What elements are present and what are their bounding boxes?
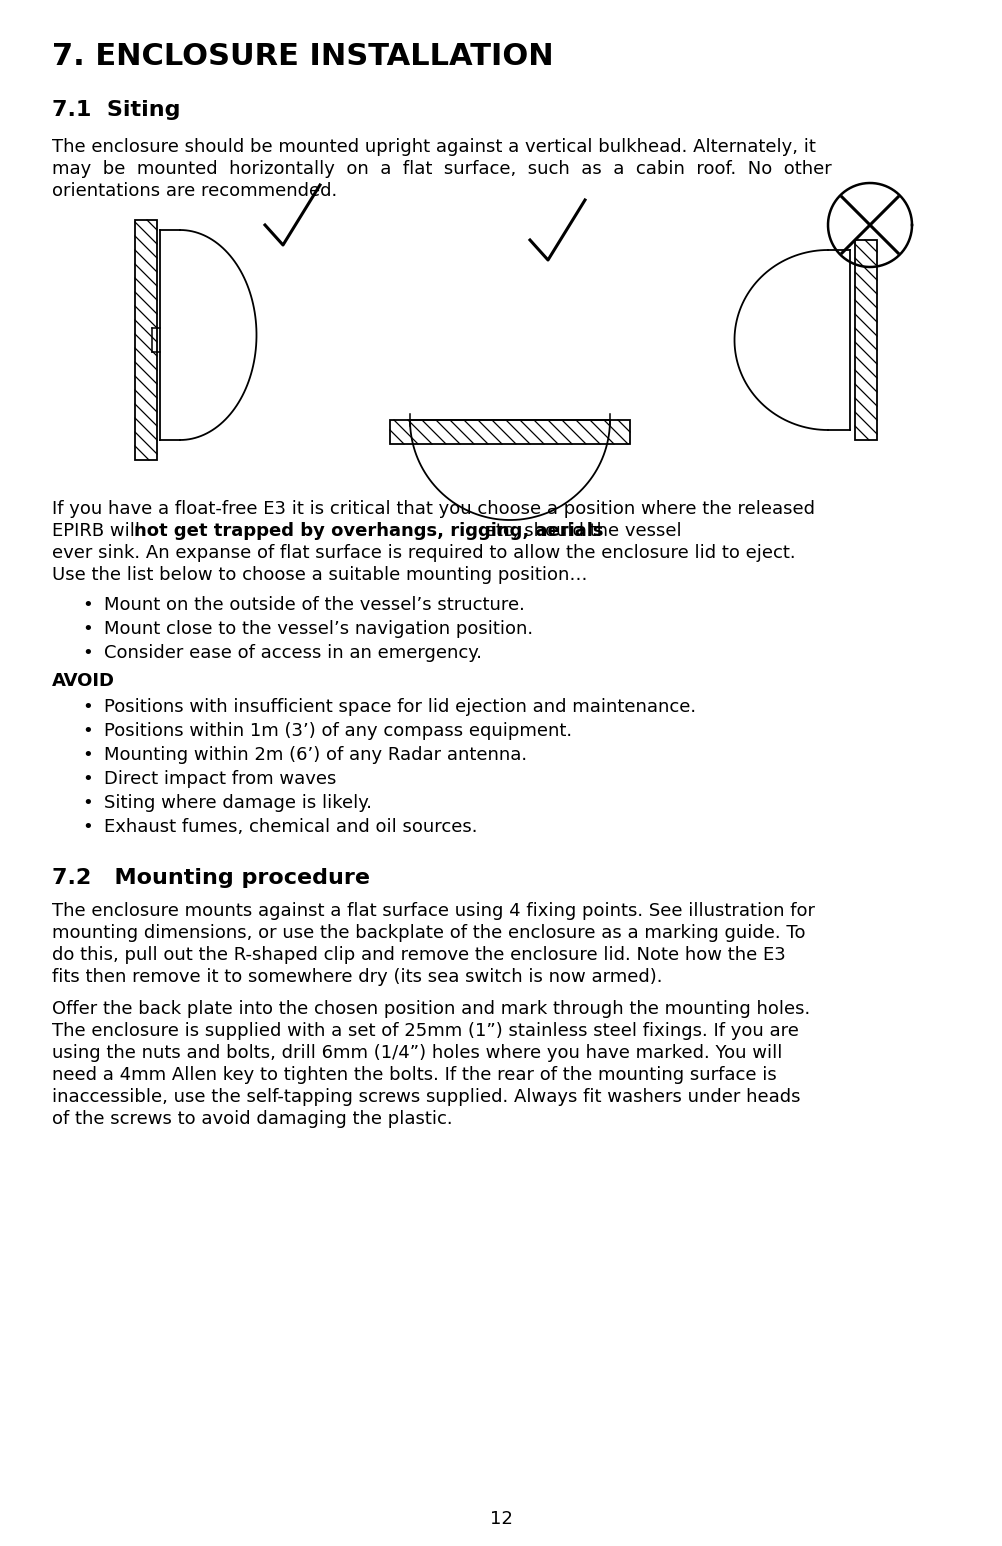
Text: do this, pull out the R-shaped clip and remove the enclosure lid. Note how the E: do this, pull out the R-shaped clip and … — [52, 946, 785, 965]
Text: inaccessible, use the self-tapping screws supplied. Always fit washers under hea: inaccessible, use the self-tapping screw… — [52, 1088, 800, 1105]
Text: Mount on the outside of the vessel’s structure.: Mount on the outside of the vessel’s str… — [104, 597, 524, 614]
Text: •: • — [82, 795, 92, 812]
Text: need a 4mm Allen key to tighten the bolts. If the rear of the mounting surface i: need a 4mm Allen key to tighten the bolt… — [52, 1067, 776, 1084]
Text: Mounting within 2m (6’) of any Radar antenna.: Mounting within 2m (6’) of any Radar ant… — [104, 747, 527, 764]
Text: Exhaust fumes, chemical and oil sources.: Exhaust fumes, chemical and oil sources. — [104, 818, 477, 836]
Text: 12: 12 — [490, 1510, 512, 1527]
Text: •: • — [82, 597, 92, 614]
Text: mounting dimensions, or use the backplate of the enclosure as a marking guide. T: mounting dimensions, or use the backplat… — [52, 925, 805, 942]
Text: etc, should the vessel: etc, should the vessel — [479, 523, 681, 540]
Text: •: • — [82, 645, 92, 662]
Bar — [135, 220, 157, 461]
Text: •: • — [82, 818, 92, 836]
Text: Direct impact from waves: Direct impact from waves — [104, 770, 336, 788]
Text: using the nuts and bolts, drill 6mm (1/4”) holes where you have marked. You will: using the nuts and bolts, drill 6mm (1/4… — [52, 1044, 782, 1062]
Text: Siting where damage is likely.: Siting where damage is likely. — [104, 795, 372, 812]
Text: •: • — [82, 620, 92, 638]
Text: •: • — [82, 722, 92, 741]
Text: orientations are recommended.: orientations are recommended. — [52, 182, 337, 199]
Text: •: • — [82, 747, 92, 764]
Text: •: • — [82, 697, 92, 716]
Text: Offer the back plate into the chosen position and mark through the mounting hole: Offer the back plate into the chosen pos… — [52, 1000, 810, 1017]
Text: EPIRB will: EPIRB will — [52, 523, 145, 540]
Text: 7.1  Siting: 7.1 Siting — [52, 100, 180, 121]
Text: The enclosure is supplied with a set of 25mm (1”) stainless steel fixings. If yo: The enclosure is supplied with a set of … — [52, 1022, 798, 1040]
Text: not get trapped by overhangs, rigging, aerials: not get trapped by overhangs, rigging, a… — [134, 523, 603, 540]
Text: •: • — [82, 770, 92, 788]
Text: of the screws to avoid damaging the plastic.: of the screws to avoid damaging the plas… — [52, 1110, 452, 1129]
Text: If you have a float-free E3 it is critical that you choose a position where the : If you have a float-free E3 it is critic… — [52, 499, 815, 518]
Text: Positions with insufficient space for lid ejection and maintenance.: Positions with insufficient space for li… — [104, 697, 695, 716]
Text: Mount close to the vessel’s navigation position.: Mount close to the vessel’s navigation p… — [104, 620, 533, 638]
Text: ever sink. An expanse of flat surface is required to allow the enclosure lid to : ever sink. An expanse of flat surface is… — [52, 544, 795, 563]
Text: Consider ease of access in an emergency.: Consider ease of access in an emergency. — [104, 645, 482, 662]
Text: The enclosure should be mounted upright against a vertical bulkhead. Alternately: The enclosure should be mounted upright … — [52, 138, 815, 156]
Text: 7. ENCLOSURE INSTALLATION: 7. ENCLOSURE INSTALLATION — [52, 42, 553, 71]
Text: Positions within 1m (3’) of any compass equipment.: Positions within 1m (3’) of any compass … — [104, 722, 571, 741]
Text: Use the list below to choose a suitable mounting position…: Use the list below to choose a suitable … — [52, 566, 587, 584]
Text: 7.2   Mounting procedure: 7.2 Mounting procedure — [52, 867, 370, 887]
Text: AVOID: AVOID — [52, 673, 115, 690]
Bar — [854, 240, 876, 441]
Text: The enclosure mounts against a flat surface using 4 fixing points. See illustrat: The enclosure mounts against a flat surf… — [52, 901, 815, 920]
Bar — [390, 421, 629, 444]
Text: may  be  mounted  horizontally  on  a  flat  surface,  such  as  a  cabin  roof.: may be mounted horizontally on a flat su… — [52, 159, 831, 178]
Text: fits then remove it to somewhere dry (its sea switch is now armed).: fits then remove it to somewhere dry (it… — [52, 968, 662, 986]
